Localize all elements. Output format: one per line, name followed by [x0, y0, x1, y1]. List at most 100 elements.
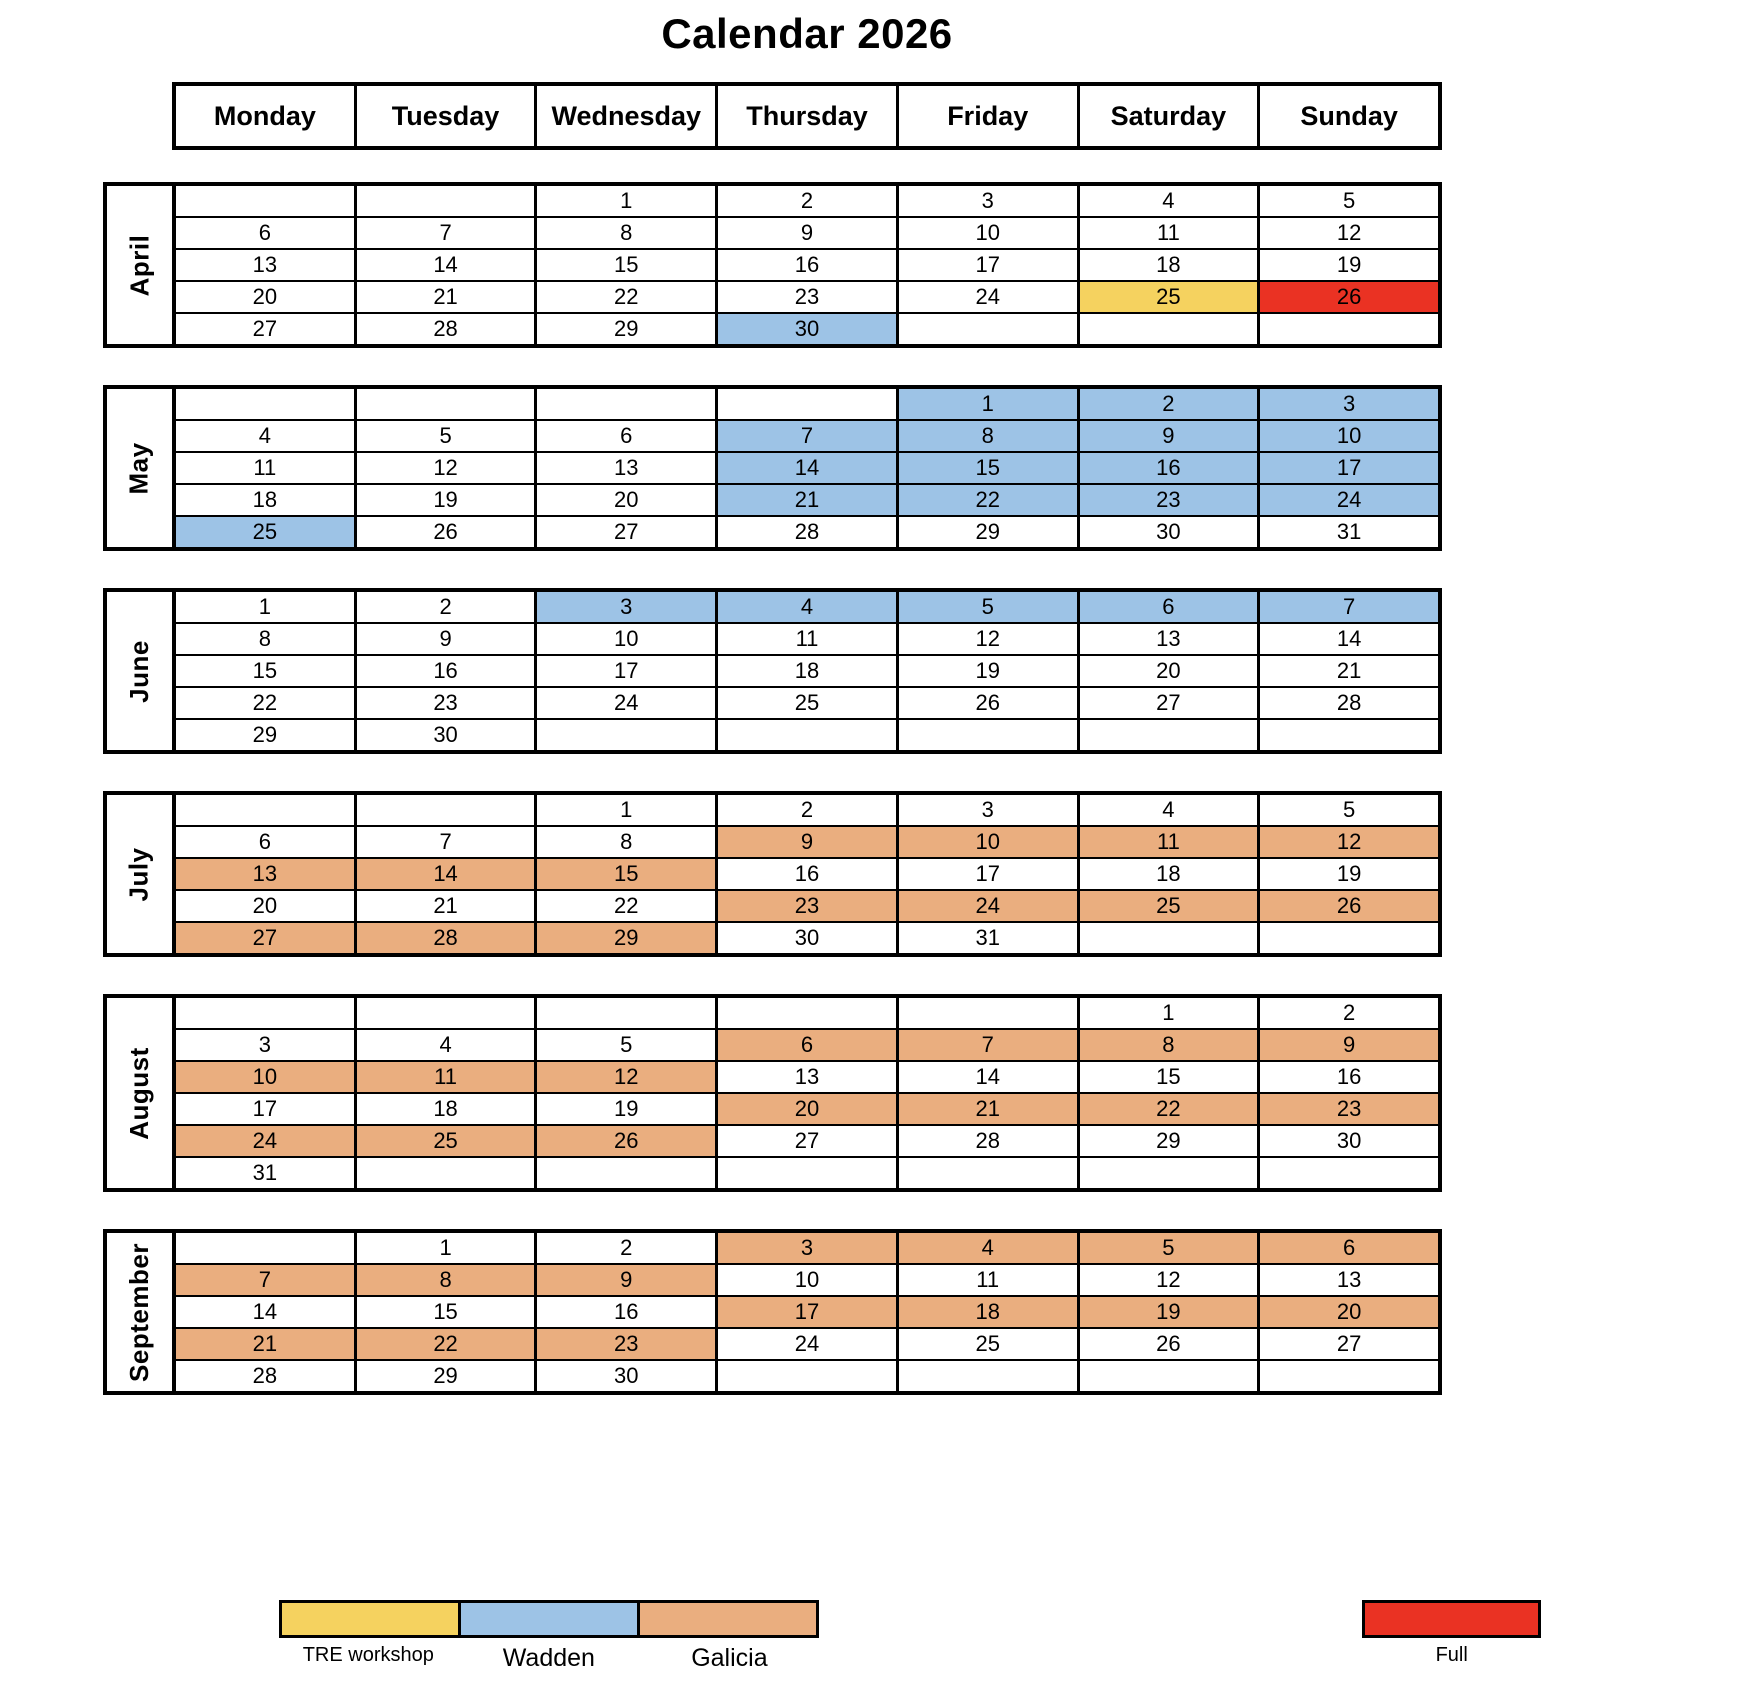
day-empty [1260, 923, 1438, 953]
day-september-23: 23 [537, 1329, 716, 1359]
day-august-29: 29 [1079, 1126, 1258, 1156]
day-may-2: 2 [1079, 389, 1258, 419]
day-may-28: 28 [718, 517, 896, 547]
day-may-31: 31 [1260, 517, 1438, 547]
day-september-12: 12 [1079, 1265, 1258, 1295]
day-may-13: 13 [537, 453, 716, 483]
day-may-16: 16 [1079, 453, 1258, 483]
day-september-25: 25 [898, 1329, 1077, 1359]
day-august-30: 30 [1260, 1126, 1438, 1156]
day-august-21: 21 [898, 1094, 1077, 1124]
weekday-header-saturday: Saturday [1079, 86, 1258, 146]
day-empty [1079, 720, 1258, 750]
day-july-15: 15 [537, 859, 716, 889]
day-september-15: 15 [356, 1297, 535, 1327]
day-empty [1079, 1361, 1258, 1391]
day-april-22: 22 [537, 282, 716, 312]
day-september-21: 21 [176, 1329, 354, 1359]
day-september-2: 2 [537, 1233, 716, 1263]
day-april-5: 5 [1260, 186, 1438, 216]
day-august-6: 6 [718, 1030, 896, 1060]
month-label-june: June [103, 588, 172, 754]
month-label-text: April [123, 234, 154, 296]
month-label-may: May [103, 385, 172, 551]
day-empty [176, 795, 354, 825]
day-april-24: 24 [898, 282, 1077, 312]
day-empty [898, 1361, 1077, 1391]
day-may-11: 11 [176, 453, 354, 483]
day-may-14: 14 [718, 453, 896, 483]
day-september-22: 22 [356, 1329, 535, 1359]
day-june-6: 6 [1079, 592, 1258, 622]
legend-label-wadden: Wadden [502, 1644, 595, 1672]
day-august-2: 2 [1260, 998, 1438, 1028]
day-empty [1079, 1158, 1258, 1188]
day-june-5: 5 [898, 592, 1077, 622]
day-empty [537, 389, 716, 419]
day-july-3: 3 [898, 795, 1077, 825]
day-empty [718, 1158, 896, 1188]
month-label-text: September [124, 1242, 155, 1382]
day-july-31: 31 [898, 923, 1077, 953]
month-label-july: July [103, 791, 172, 957]
day-july-24: 24 [898, 891, 1077, 921]
day-may-5: 5 [356, 421, 535, 451]
legend-box-tre [282, 1603, 458, 1635]
day-empty [1260, 1158, 1438, 1188]
day-may-21: 21 [718, 485, 896, 515]
weekday-header-tuesday: Tuesday [356, 86, 535, 146]
day-empty [718, 998, 896, 1028]
legend: TRE workshop Wadden Galicia Full [279, 1600, 1541, 1673]
day-empty [718, 389, 896, 419]
day-empty [176, 389, 354, 419]
day-september-24: 24 [718, 1329, 896, 1359]
day-may-17: 17 [1260, 453, 1438, 483]
day-august-16: 16 [1260, 1062, 1438, 1092]
day-april-9: 9 [718, 218, 896, 248]
day-june-22: 22 [176, 688, 354, 718]
day-april-16: 16 [718, 250, 896, 280]
day-june-26: 26 [898, 688, 1077, 718]
day-may-18: 18 [176, 485, 354, 515]
day-april-28: 28 [356, 314, 535, 344]
month-label-text: August [124, 1046, 155, 1140]
day-may-3: 3 [1260, 389, 1438, 419]
day-june-10: 10 [537, 624, 716, 654]
day-april-6: 6 [176, 218, 354, 248]
day-august-12: 12 [537, 1062, 716, 1092]
day-august-5: 5 [537, 1030, 716, 1060]
day-empty [176, 1233, 354, 1263]
day-september-28: 28 [176, 1361, 354, 1391]
day-may-8: 8 [898, 421, 1077, 451]
day-april-18: 18 [1079, 250, 1258, 280]
day-may-10: 10 [1260, 421, 1438, 451]
day-august-23: 23 [1260, 1094, 1438, 1124]
day-april-2: 2 [718, 186, 896, 216]
day-june-21: 21 [1260, 656, 1438, 686]
day-may-4: 4 [176, 421, 354, 451]
day-july-29: 29 [537, 923, 716, 953]
weekday-header-wednesday: Wednesday [537, 86, 716, 146]
day-april-7: 7 [356, 218, 535, 248]
day-july-30: 30 [718, 923, 896, 953]
day-april-20: 20 [176, 282, 354, 312]
day-april-1: 1 [537, 186, 716, 216]
day-september-6: 6 [1260, 1233, 1438, 1263]
month-label-text: July [124, 846, 154, 902]
day-august-4: 4 [356, 1030, 535, 1060]
day-august-18: 18 [356, 1094, 535, 1124]
day-may-26: 26 [356, 517, 535, 547]
day-august-7: 7 [898, 1030, 1077, 1060]
month-grid-august: 1 2 3 4 5 6 7 8 9 10 11 12 13 14 15 16 17 18 19 20 21 22 23 24 2… [172, 994, 1442, 1192]
day-empty [718, 1361, 896, 1391]
day-may-7: 7 [718, 421, 896, 451]
day-empty [356, 186, 535, 216]
day-august-26: 26 [537, 1126, 716, 1156]
day-april-3: 3 [898, 186, 1077, 216]
day-april-21: 21 [356, 282, 535, 312]
day-empty [1260, 720, 1438, 750]
day-empty [356, 1158, 535, 1188]
legend-color-strip [279, 1600, 819, 1638]
day-may-20: 20 [537, 485, 716, 515]
day-july-16: 16 [718, 859, 896, 889]
